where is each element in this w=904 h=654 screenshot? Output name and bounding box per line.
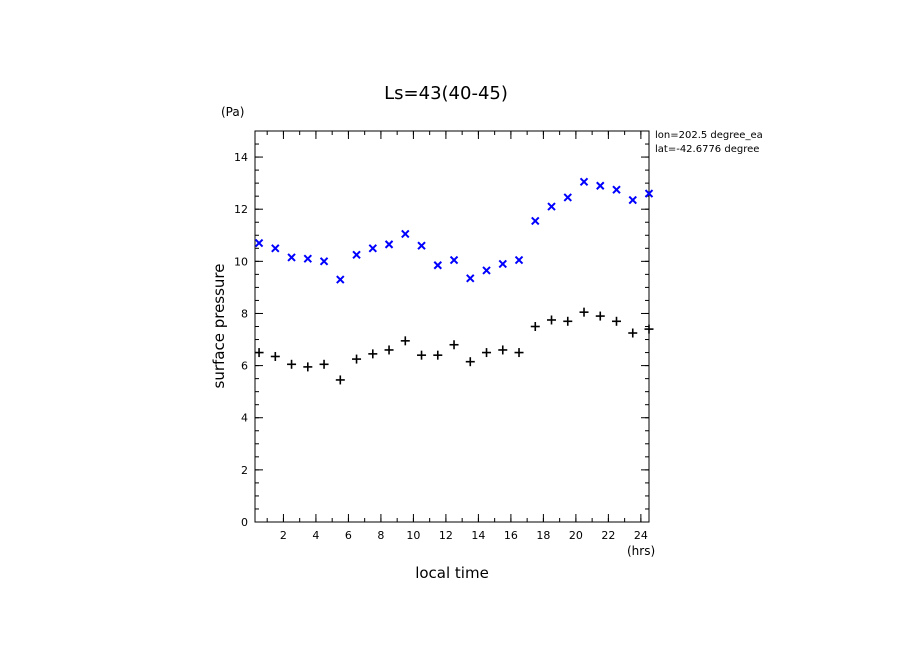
- x-tick-label: 8: [377, 529, 384, 542]
- x-marker-point: [482, 266, 491, 275]
- x-marker-point: [417, 241, 426, 250]
- x-marker-point: [368, 244, 378, 253]
- x-marker-point: [449, 255, 459, 265]
- x-marker-point: [287, 253, 296, 262]
- y-tick-label: 2: [241, 464, 248, 477]
- chart-title: Ls=43(40-45): [384, 83, 508, 104]
- lon-annotation: lon=202.5 degree_ea: [655, 130, 763, 141]
- y-tick-label: 6: [241, 360, 248, 373]
- x-tick-label: 20: [569, 529, 583, 542]
- x-marker-point: [563, 193, 572, 202]
- plus-marker-point: [612, 316, 622, 326]
- plus-marker-point: [270, 351, 280, 361]
- x-marker-point: [596, 181, 605, 190]
- data-marks: [254, 177, 654, 385]
- y-tick-label: 12: [234, 203, 248, 216]
- plus-marker-point: [254, 348, 264, 358]
- x-marker-point: [319, 257, 329, 266]
- y-axis-label: surface pressure: [210, 264, 228, 389]
- x-marker-point: [498, 259, 507, 269]
- x-unit-label: (hrs): [627, 544, 655, 558]
- plus-marker-point: [449, 340, 459, 350]
- plus-marker-point: [547, 315, 557, 325]
- x-marker-point: [547, 202, 556, 211]
- plus-marker-point: [352, 354, 362, 364]
- plus-marker-point: [563, 316, 573, 326]
- x-tick-label: 22: [601, 529, 615, 542]
- plus-marker-point: [514, 348, 524, 358]
- plus-marker-point: [433, 350, 443, 360]
- plus-marker-point: [319, 359, 329, 369]
- x-marker-point: [644, 189, 654, 198]
- y-tick-label: 4: [241, 412, 248, 425]
- y-unit-label: (Pa): [221, 105, 244, 119]
- x-tick-label: 16: [504, 529, 518, 542]
- x-marker-point: [303, 254, 313, 263]
- plus-marker-point: [595, 311, 605, 321]
- x-marker-point: [384, 240, 394, 249]
- plus-marker-point: [303, 362, 313, 372]
- x-marker-point: [401, 229, 410, 239]
- plus-marker-point: [498, 345, 508, 355]
- x-tick-label: 2: [280, 529, 287, 542]
- x-marker-point: [531, 216, 540, 226]
- plus-marker-point: [530, 322, 540, 331]
- x-marker-point: [336, 275, 345, 284]
- plus-marker-point: [628, 328, 638, 338]
- plus-marker-point: [579, 307, 589, 317]
- plus-marker-point: [644, 324, 654, 334]
- y-tick-label: 0: [241, 516, 248, 529]
- plus-marker-point: [482, 348, 492, 358]
- x-marker-point: [628, 195, 637, 205]
- x-tick-label: 10: [406, 529, 420, 542]
- plus-marker-point: [400, 336, 410, 346]
- plus-marker-point: [335, 375, 345, 385]
- x-axis-label: local time: [415, 564, 489, 582]
- x-marker-point: [514, 255, 524, 265]
- plus-marker-point: [368, 349, 378, 359]
- x-marker-point: [433, 261, 442, 270]
- x-marker-point: [254, 238, 264, 248]
- x-tick-label: 18: [536, 529, 550, 542]
- x-marker-point: [271, 244, 280, 253]
- x-tick-label: 14: [471, 529, 485, 542]
- plus-marker-point: [465, 357, 475, 367]
- plot-frame: [254, 130, 650, 523]
- x-marker-point: [579, 177, 589, 187]
- x-tick-label: 6: [345, 529, 352, 542]
- x-tick-label: 24: [634, 529, 648, 542]
- x-marker-point: [352, 250, 361, 260]
- y-tick-label: 10: [234, 255, 248, 268]
- plus-marker-point: [384, 345, 394, 355]
- plus-marker-point: [417, 350, 427, 360]
- x-marker-point: [612, 185, 621, 194]
- x-tick-label: 4: [312, 529, 319, 542]
- x-marker-point: [466, 274, 475, 283]
- y-tick-label: 8: [241, 307, 248, 320]
- lat-annotation: lat=-42.6776 degree: [655, 144, 759, 155]
- plus-marker-point: [287, 359, 297, 369]
- x-tick-label: 12: [439, 529, 453, 542]
- y-tick-label: 14: [234, 151, 248, 164]
